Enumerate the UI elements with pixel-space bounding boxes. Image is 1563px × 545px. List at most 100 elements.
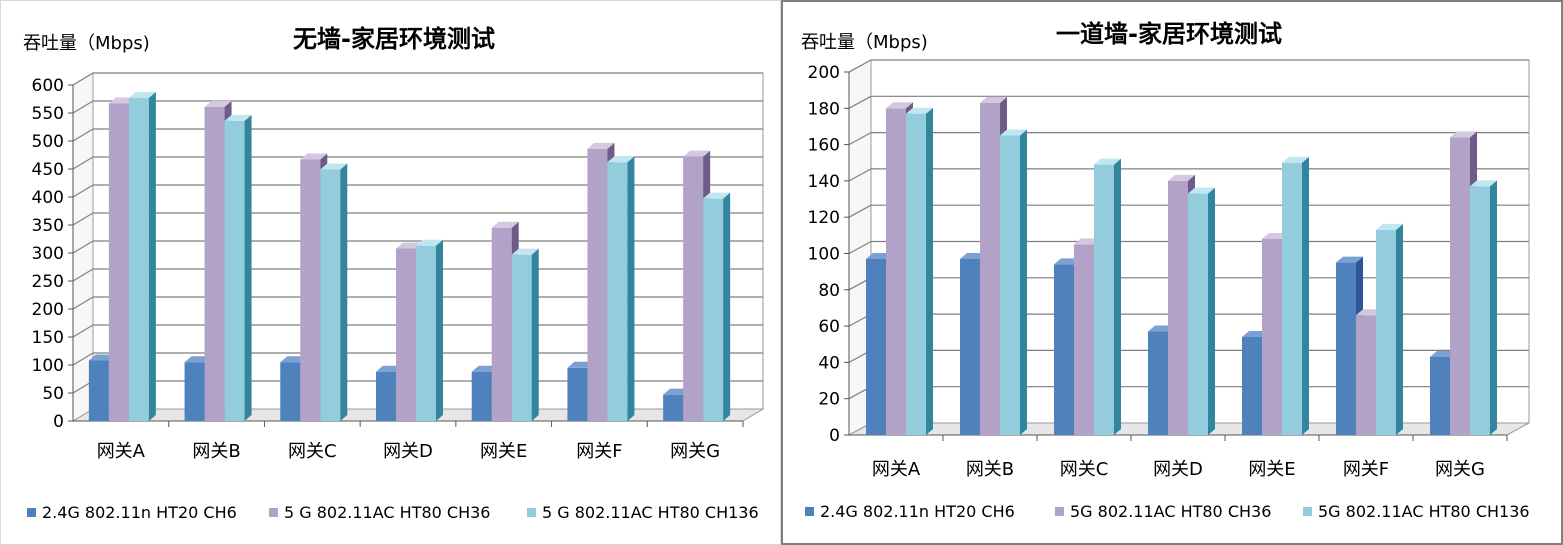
- bar-top: [906, 107, 933, 114]
- bar-top: [703, 192, 731, 199]
- gridline-diagonal: [72, 324, 94, 338]
- bar: [1242, 336, 1262, 435]
- gridline-diagonal: [72, 128, 94, 142]
- bar: [88, 360, 109, 421]
- bar: [108, 103, 129, 421]
- bar: [224, 120, 245, 421]
- y-tick-label: 60: [818, 317, 840, 337]
- bar: [1168, 180, 1188, 435]
- x-tick-label: 网关A: [872, 459, 921, 480]
- chart-title: 无墙-家居环境测试: [293, 25, 495, 53]
- legend-swatch: [1055, 507, 1064, 516]
- bar: [906, 113, 926, 436]
- bar: [204, 106, 225, 421]
- y-tick-label: 150: [32, 328, 64, 348]
- legend-swatch: [1303, 507, 1312, 516]
- bar: [663, 394, 684, 421]
- y-tick-label: 140: [808, 172, 840, 192]
- y-axis-label: 吞吐量（Mbps): [23, 33, 150, 54]
- bar-side: [244, 114, 252, 421]
- bar: [511, 254, 532, 421]
- y-tick-label: 0: [53, 412, 64, 432]
- x-tick-label: 网关G: [670, 441, 720, 462]
- y-tick-label: 50: [42, 384, 64, 404]
- bar: [683, 156, 704, 421]
- y-tick-label: 200: [32, 300, 64, 320]
- x-tick-label: 网关A: [97, 441, 146, 462]
- bar-side: [436, 239, 443, 421]
- y-tick-label: 120: [808, 208, 840, 228]
- bar-side: [1020, 129, 1027, 435]
- bar: [1054, 264, 1074, 435]
- y-axis-label: 吞吐量（Mbps): [801, 32, 928, 53]
- bar: [980, 102, 1000, 435]
- y-tick-label: 40: [818, 353, 840, 373]
- bar-side: [531, 248, 539, 421]
- bar: [1148, 331, 1168, 435]
- bar: [866, 258, 886, 435]
- gridline-diagonal: [848, 59, 872, 73]
- y-tick-label: 0: [829, 426, 840, 446]
- legend-swatch: [269, 508, 278, 517]
- gridline-diagonal: [72, 100, 94, 114]
- x-tick-label: 网关E: [480, 441, 527, 462]
- gridline-diagonal: [848, 168, 872, 182]
- bar-top: [1168, 174, 1195, 181]
- bar: [280, 362, 301, 421]
- bar-side: [340, 163, 348, 421]
- x-tick-label: 网关F: [1343, 459, 1389, 480]
- x-tick-label: 网关E: [1248, 459, 1295, 480]
- bar: [886, 108, 906, 436]
- x-tick-label: 网关C: [288, 441, 337, 462]
- bar: [587, 148, 608, 421]
- bar-top: [416, 239, 443, 246]
- bar-top: [1336, 256, 1363, 263]
- gridline-diagonal: [848, 204, 872, 218]
- bar-top: [1470, 180, 1497, 187]
- legend-label: 5G 802.11AC HT80 CH136: [1318, 502, 1530, 521]
- bar: [1094, 164, 1114, 435]
- gridline-diagonal: [848, 95, 872, 109]
- gridline-diagonal: [72, 184, 94, 198]
- y-tick-label: 350: [32, 216, 64, 236]
- gridline-diagonal: [848, 240, 872, 255]
- y-tick-label: 200: [808, 63, 840, 83]
- bar: [1336, 262, 1356, 435]
- bar: [1376, 229, 1396, 435]
- gridline-diagonal: [72, 156, 94, 170]
- y-tick-label: 550: [32, 104, 64, 124]
- bar-chart-no-wall: 吞吐量（Mbps) 无墙-家居环境测试 0 50 100 150 200 250 300 35…: [23, 25, 765, 522]
- legend-swatch: [527, 508, 536, 517]
- y-tick-label: 600: [32, 76, 64, 96]
- bar-top: [1094, 158, 1121, 165]
- bar: [567, 367, 588, 421]
- y-tick-label: 500: [32, 132, 64, 152]
- bar-top: [320, 163, 348, 170]
- bar-side: [148, 91, 156, 421]
- bar-side: [1302, 156, 1309, 435]
- legend-swatch: [805, 507, 814, 516]
- y-tick-label: 80: [818, 281, 840, 301]
- bar: [1450, 137, 1470, 435]
- y-tick-label: 180: [808, 99, 840, 119]
- bar-top: [1450, 131, 1477, 138]
- x-tick-label: 网关D: [383, 441, 433, 462]
- bar-top: [683, 150, 711, 157]
- bar-top: [1188, 187, 1215, 194]
- y-tick-label: 250: [32, 272, 64, 292]
- bar-side: [723, 192, 731, 421]
- bar-top: [300, 153, 328, 160]
- legend-label: 2.4G 802.11n HT20 CH6: [42, 503, 237, 522]
- x-tick-label: 网关D: [1153, 459, 1203, 480]
- legend-swatch: [27, 508, 36, 517]
- gridline-diagonal: [72, 72, 94, 86]
- bar-top: [587, 142, 615, 149]
- bar-top: [491, 221, 519, 228]
- gridline-diagonal: [72, 268, 94, 282]
- bar-top: [607, 156, 635, 163]
- bar: [1430, 356, 1450, 435]
- gridline-diagonal: [72, 212, 94, 226]
- legend-label: 5 G 802.11AC HT80 CH136: [542, 503, 759, 522]
- bar: [1470, 186, 1490, 435]
- x-tick-label: 网关G: [1435, 459, 1485, 480]
